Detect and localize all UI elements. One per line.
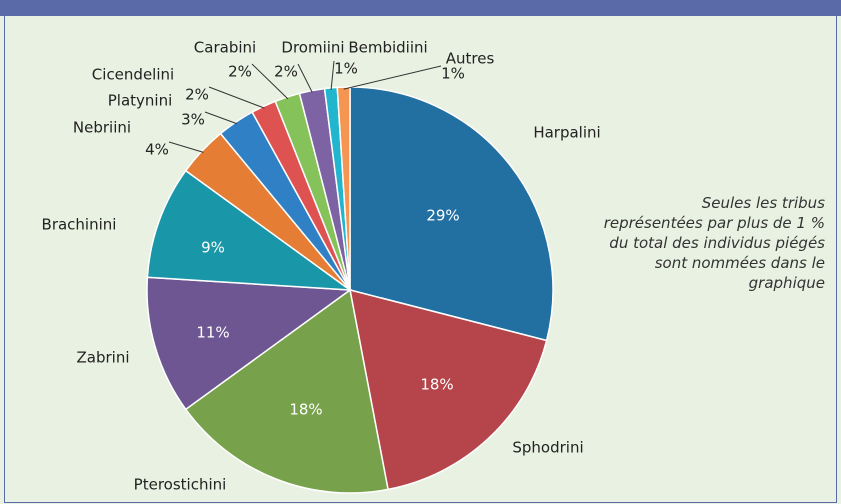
value-label: 9% xyxy=(201,239,225,257)
slice-label: Sphodrini xyxy=(512,439,583,457)
leader-line xyxy=(204,111,238,125)
value-label: 2% xyxy=(185,86,209,104)
value-label: 4% xyxy=(145,141,169,159)
pie-slice xyxy=(146,276,353,411)
annotation: Seules les tribus représentées par plus … xyxy=(603,194,825,292)
leader-line xyxy=(343,65,442,90)
slice-label: Bembidiini xyxy=(348,39,427,57)
value-label: 1% xyxy=(441,65,465,83)
value-label: 3% xyxy=(181,111,205,129)
slice-label: Carabini xyxy=(194,39,256,57)
slice-label: Autres xyxy=(446,50,495,68)
slice-label: Platynini xyxy=(108,92,173,110)
leader-line xyxy=(251,63,289,100)
slice-label: Pterostichini xyxy=(134,476,227,494)
slice-label: Nebriini xyxy=(73,119,131,137)
slice-label: Cicendelini xyxy=(92,66,174,84)
pie-slice xyxy=(349,86,554,342)
slice-label: Harpalini xyxy=(533,124,600,142)
leader-line xyxy=(168,141,204,153)
slice-label: Zabrini xyxy=(77,349,130,367)
value-label: 2% xyxy=(274,63,298,81)
pie-slice xyxy=(336,86,351,291)
frame xyxy=(4,16,837,503)
leader-line xyxy=(330,60,335,90)
value-label: 18% xyxy=(420,376,453,394)
leader-line xyxy=(208,86,265,109)
pie-slice xyxy=(146,169,353,291)
slice-label: Dromiini xyxy=(281,39,344,57)
value-label: 18% xyxy=(289,401,322,419)
header-bar xyxy=(0,0,841,16)
value-label: 1% xyxy=(334,60,358,78)
slice-label: Brachinini xyxy=(42,216,117,234)
value-label: 29% xyxy=(426,207,459,225)
leader-line xyxy=(297,63,313,93)
value-label: 2% xyxy=(228,63,252,81)
pie-slice xyxy=(349,288,548,491)
value-label: 11% xyxy=(196,324,229,342)
pie-slice xyxy=(184,288,389,494)
